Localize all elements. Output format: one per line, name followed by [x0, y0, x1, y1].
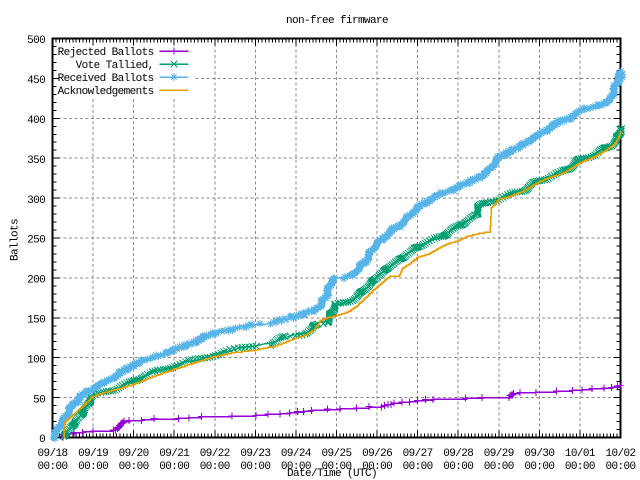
svg-text:450: 450: [27, 75, 45, 87]
svg-text:00:00: 00:00: [524, 461, 554, 473]
svg-text:Received Ballots: Received Ballots: [58, 73, 154, 85]
svg-text:09/27: 09/27: [403, 448, 433, 460]
svg-text:Rejected Ballots: Rejected Ballots: [58, 47, 154, 59]
svg-text:09/30: 09/30: [524, 448, 554, 460]
svg-text:00:00: 00:00: [119, 461, 149, 473]
svg-text:Vote Tallied,: Vote Tallied,: [76, 60, 154, 72]
svg-text:00:00: 00:00: [159, 461, 189, 473]
svg-text:Acknowledgements: Acknowledgements: [58, 86, 154, 98]
svg-text:100: 100: [27, 354, 45, 366]
svg-text:09/18: 09/18: [37, 448, 67, 460]
svg-text:00:00: 00:00: [362, 461, 392, 473]
svg-text:00:00: 00:00: [605, 461, 635, 473]
svg-text:09/29: 09/29: [484, 448, 514, 460]
svg-text:50: 50: [33, 394, 45, 406]
svg-text:10/02: 10/02: [605, 448, 635, 460]
svg-text:Date/Time (UTC): Date/Time (UTC): [287, 468, 377, 480]
svg-text:00:00: 00:00: [403, 461, 433, 473]
svg-text:00:00: 00:00: [484, 461, 514, 473]
svg-text:09/28: 09/28: [443, 448, 473, 460]
svg-text:00:00: 00:00: [78, 461, 108, 473]
svg-text:500: 500: [27, 35, 45, 47]
svg-text:400: 400: [27, 115, 45, 127]
svg-text:09/23: 09/23: [240, 448, 270, 460]
svg-text:300: 300: [27, 195, 45, 207]
svg-text:09/24: 09/24: [281, 448, 312, 460]
svg-text:00:00: 00:00: [37, 461, 67, 473]
svg-text:09/22: 09/22: [200, 448, 230, 460]
svg-text:09/20: 09/20: [119, 448, 149, 460]
svg-text:00:00: 00:00: [240, 461, 270, 473]
svg-text:0: 0: [39, 434, 45, 446]
svg-text:non-free firmware: non-free firmware: [286, 15, 388, 27]
svg-text:250: 250: [27, 235, 45, 247]
svg-text:10/01: 10/01: [565, 448, 596, 460]
svg-text:00:00: 00:00: [200, 461, 230, 473]
svg-text:Ballots: Ballots: [10, 219, 22, 261]
svg-text:09/21: 09/21: [159, 448, 190, 460]
svg-text:200: 200: [27, 275, 45, 287]
svg-text:00:00: 00:00: [565, 461, 595, 473]
svg-text:00:00: 00:00: [443, 461, 473, 473]
svg-text:09/25: 09/25: [321, 448, 351, 460]
svg-text:09/19: 09/19: [78, 448, 108, 460]
svg-text:00:00: 00:00: [281, 461, 311, 473]
svg-text:150: 150: [27, 315, 45, 327]
svg-text:00:00: 00:00: [321, 461, 351, 473]
svg-text:350: 350: [27, 155, 45, 167]
svg-text:09/26: 09/26: [362, 448, 392, 460]
